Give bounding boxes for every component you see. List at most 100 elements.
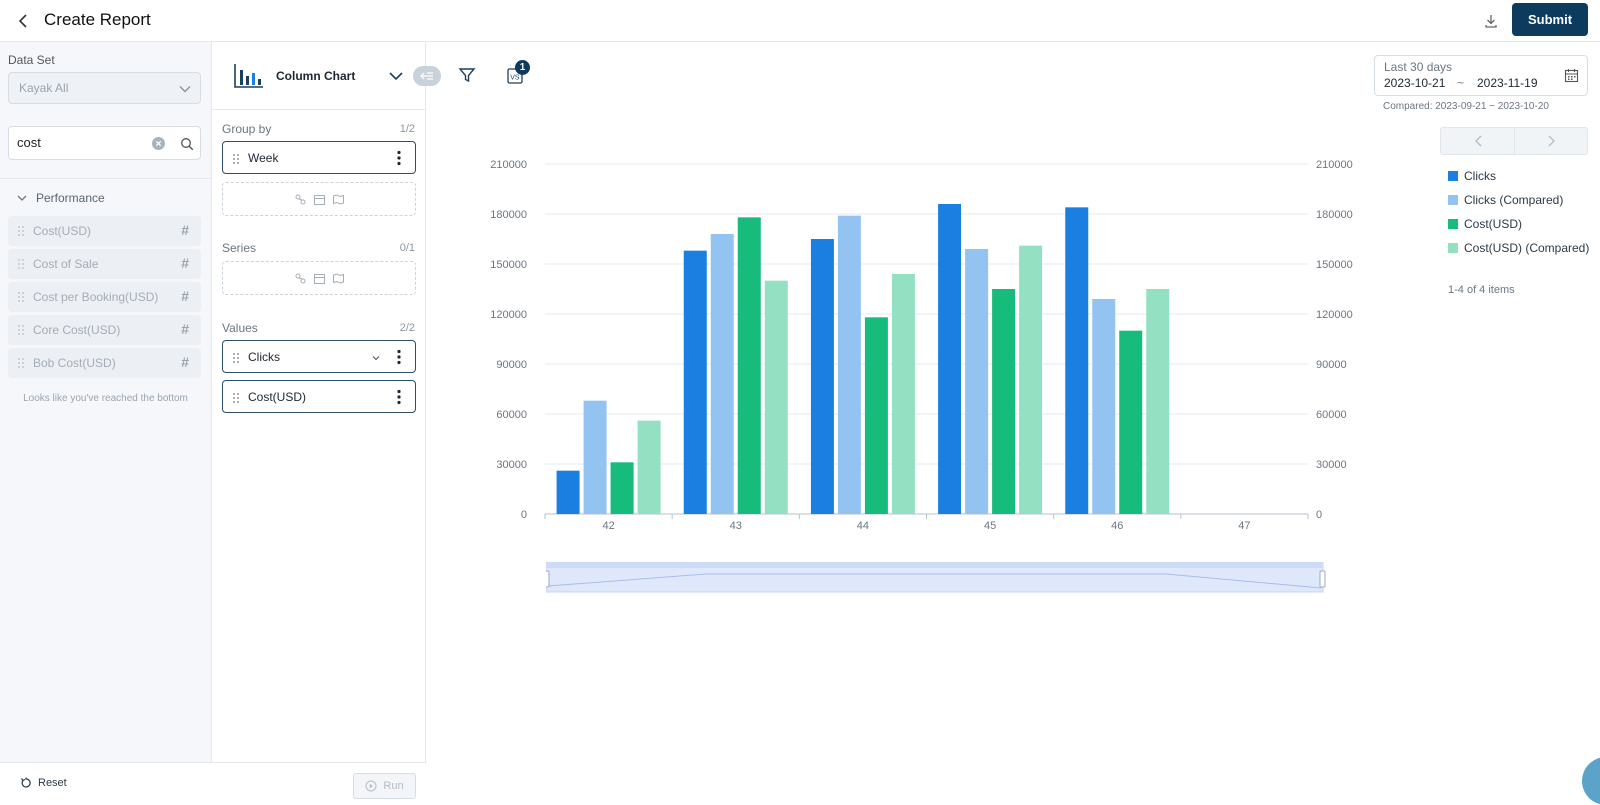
legend-count: 1-4 of 4 items xyxy=(1448,284,1515,296)
x-tick-label: 47 xyxy=(1238,520,1250,532)
chart-type-selector[interactable]: Column Chart xyxy=(212,42,425,110)
y-tick-label-right: 30000 xyxy=(1316,459,1347,471)
bar[interactable] xyxy=(891,274,915,514)
bar[interactable] xyxy=(1065,207,1089,515)
bar[interactable] xyxy=(938,204,962,514)
number-type-icon: # xyxy=(181,288,189,304)
run-label: Run xyxy=(383,780,404,792)
legend-swatch xyxy=(1448,219,1458,229)
divider xyxy=(0,178,211,179)
run-button[interactable]: Run xyxy=(353,773,416,799)
calendar-icon xyxy=(313,273,325,284)
legend-item-cost-usd-compared[interactable]: Cost(USD) (Compared) xyxy=(1448,241,1594,255)
value-cost-usd-pill[interactable]: Cost(USD) xyxy=(222,380,416,413)
page-title: Create Report xyxy=(44,10,151,29)
sidebar-toggle[interactable] xyxy=(413,66,441,86)
group-by-dropzone[interactable] xyxy=(222,182,416,216)
column-chart: 0 0 30000 30000 60000 60000 90000 90000 120000 12… xyxy=(490,159,1353,532)
bar[interactable] xyxy=(637,420,661,514)
more-vertical-icon[interactable] xyxy=(397,150,401,166)
drag-handle-icon[interactable] xyxy=(232,153,240,165)
x-tick-label: 42 xyxy=(602,520,614,532)
bar[interactable] xyxy=(737,217,761,514)
bar[interactable] xyxy=(710,234,734,514)
reset-button[interactable]: Reset xyxy=(20,777,67,789)
date-preset-label: Last 30 days xyxy=(1384,60,1453,74)
zoom-handle-right[interactable] xyxy=(1319,570,1326,588)
reset-icon xyxy=(21,777,31,788)
back-button[interactable] xyxy=(12,9,36,33)
drag-handle-icon xyxy=(18,292,24,302)
drag-handle-icon[interactable] xyxy=(232,392,240,404)
y-tick-label-right: 150000 xyxy=(1316,259,1353,271)
search-icon[interactable] xyxy=(180,137,194,151)
reset-label: Reset xyxy=(38,777,67,789)
field-item-cost-of-sale[interactable]: Cost of Sale # xyxy=(8,249,201,279)
bar[interactable] xyxy=(583,400,607,514)
pill-label: Week xyxy=(248,151,279,165)
legend-item-clicks[interactable]: Clicks xyxy=(1448,169,1594,183)
legend-item-cost-usd[interactable]: Cost(USD) xyxy=(1448,217,1594,231)
y-tick-label-right: 120000 xyxy=(1316,309,1353,321)
group-by-week-pill[interactable]: Week xyxy=(222,141,416,174)
drag-handle-icon xyxy=(18,325,24,335)
values-label: Values xyxy=(222,321,258,335)
legend-item-clicks-compared[interactable]: Clicks (Compared) xyxy=(1448,193,1594,207)
chevron-left-icon xyxy=(18,14,27,28)
dataset-select[interactable]: Kayak All xyxy=(8,72,201,104)
drag-handle-icon xyxy=(18,358,24,368)
zoom-slider[interactable] xyxy=(546,562,1326,594)
drag-handle-icon xyxy=(18,259,24,269)
bar[interactable] xyxy=(556,470,580,514)
field-search-input[interactable] xyxy=(17,135,137,150)
clear-icon[interactable] xyxy=(152,137,165,150)
legend-next-button[interactable] xyxy=(1515,128,1588,154)
date-range-picker[interactable]: Last 30 days 2023-10-21 ~ 2023-11-19 xyxy=(1374,55,1588,96)
collapse-icon xyxy=(420,72,433,80)
chevron-down-icon[interactable] xyxy=(371,353,381,363)
bar[interactable] xyxy=(1119,330,1143,514)
bar[interactable] xyxy=(965,249,989,514)
group-header-performance[interactable]: Performance xyxy=(16,190,105,206)
bar[interactable] xyxy=(864,317,888,514)
field-item-cost-usd[interactable]: Cost(USD) # xyxy=(8,216,201,246)
y-tick-label-left: 120000 xyxy=(490,309,527,321)
bar[interactable] xyxy=(1146,289,1170,514)
submit-button[interactable]: Submit xyxy=(1512,3,1588,36)
bar[interactable] xyxy=(1092,299,1116,514)
bar[interactable] xyxy=(764,280,788,514)
field-search-box[interactable] xyxy=(8,126,201,160)
drag-handle-icon[interactable] xyxy=(232,352,240,364)
y-tick-label-left: 0 xyxy=(521,509,527,521)
calendar-icon xyxy=(313,194,325,205)
value-clicks-pill[interactable]: Clicks xyxy=(222,340,416,373)
bar[interactable] xyxy=(992,289,1016,514)
chevron-down-icon[interactable] xyxy=(388,68,404,84)
y-tick-label-left: 30000 xyxy=(496,459,527,471)
field-item-bob-cost[interactable]: Bob Cost(USD) # xyxy=(8,348,201,378)
calendar-icon xyxy=(1564,69,1579,83)
dataset-select-value: Kayak All xyxy=(19,81,69,95)
field-item-core-cost[interactable]: Core Cost(USD) # xyxy=(8,315,201,345)
series-count: 0/1 xyxy=(399,242,415,254)
field-item-cost-per-booking[interactable]: Cost per Booking(USD) # xyxy=(8,282,201,312)
bar[interactable] xyxy=(610,462,634,514)
bar[interactable] xyxy=(1019,245,1043,514)
chat-widget-button[interactable] xyxy=(1582,757,1600,805)
zoom-handle-left[interactable] xyxy=(546,570,550,588)
bar[interactable] xyxy=(683,250,707,514)
download-button[interactable] xyxy=(1479,9,1503,33)
bar[interactable] xyxy=(837,215,861,514)
more-vertical-icon[interactable] xyxy=(397,349,401,365)
x-tick-label: 45 xyxy=(984,520,996,532)
filter-icon[interactable] xyxy=(458,66,476,84)
more-vertical-icon[interactable] xyxy=(397,389,401,405)
series-dropzone[interactable] xyxy=(222,261,416,295)
x-tick-label: 43 xyxy=(730,520,742,532)
compared-range-text: Compared: 2023-09-21 ~ 2023-10-20 xyxy=(1383,101,1549,112)
y-tick-label-right: 180000 xyxy=(1316,209,1353,221)
map-icon xyxy=(332,272,344,284)
bar[interactable] xyxy=(810,239,834,514)
series-label: Series xyxy=(222,241,257,255)
legend-prev-button[interactable] xyxy=(1441,128,1515,154)
